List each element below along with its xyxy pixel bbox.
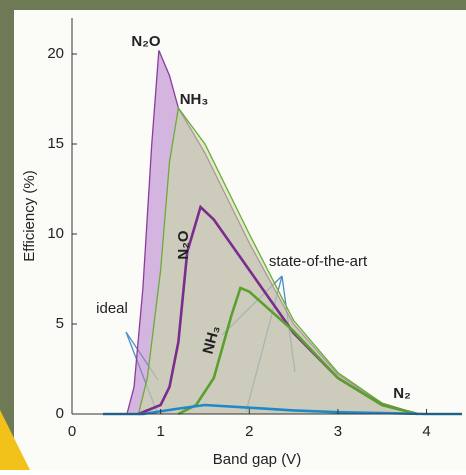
ideal-area bbox=[138, 108, 418, 414]
curve-label: NH₃ bbox=[180, 91, 209, 108]
y-axis-label: Efficiency (%) bbox=[21, 170, 38, 261]
x-tick-label: 2 bbox=[245, 423, 253, 440]
y-tick-label: 0 bbox=[56, 405, 64, 422]
x-tick-label: 0 bbox=[68, 423, 76, 440]
y-tick-label: 10 bbox=[47, 225, 64, 242]
y-tick-label: 20 bbox=[47, 45, 64, 62]
x-tick-label: 4 bbox=[422, 423, 430, 440]
y-tick-label: 15 bbox=[47, 135, 64, 152]
annotation: ideal bbox=[96, 300, 128, 317]
x-tick-label: 1 bbox=[156, 423, 164, 440]
corner-accent bbox=[0, 410, 30, 470]
curve-label: NH₃ bbox=[200, 324, 224, 356]
x-tick-label: 3 bbox=[334, 423, 342, 440]
curve-label: N₂ bbox=[393, 385, 411, 402]
curve-label: N₂O bbox=[175, 230, 192, 259]
state-of-the-art-curve bbox=[177, 286, 419, 416]
ideal-curve bbox=[137, 106, 418, 415]
annotation: state-of-the-art bbox=[269, 253, 368, 270]
y-tick-label: 5 bbox=[56, 315, 64, 332]
curve-label: N₂O bbox=[131, 33, 160, 50]
x-axis-label: Band gap (V) bbox=[213, 451, 301, 468]
